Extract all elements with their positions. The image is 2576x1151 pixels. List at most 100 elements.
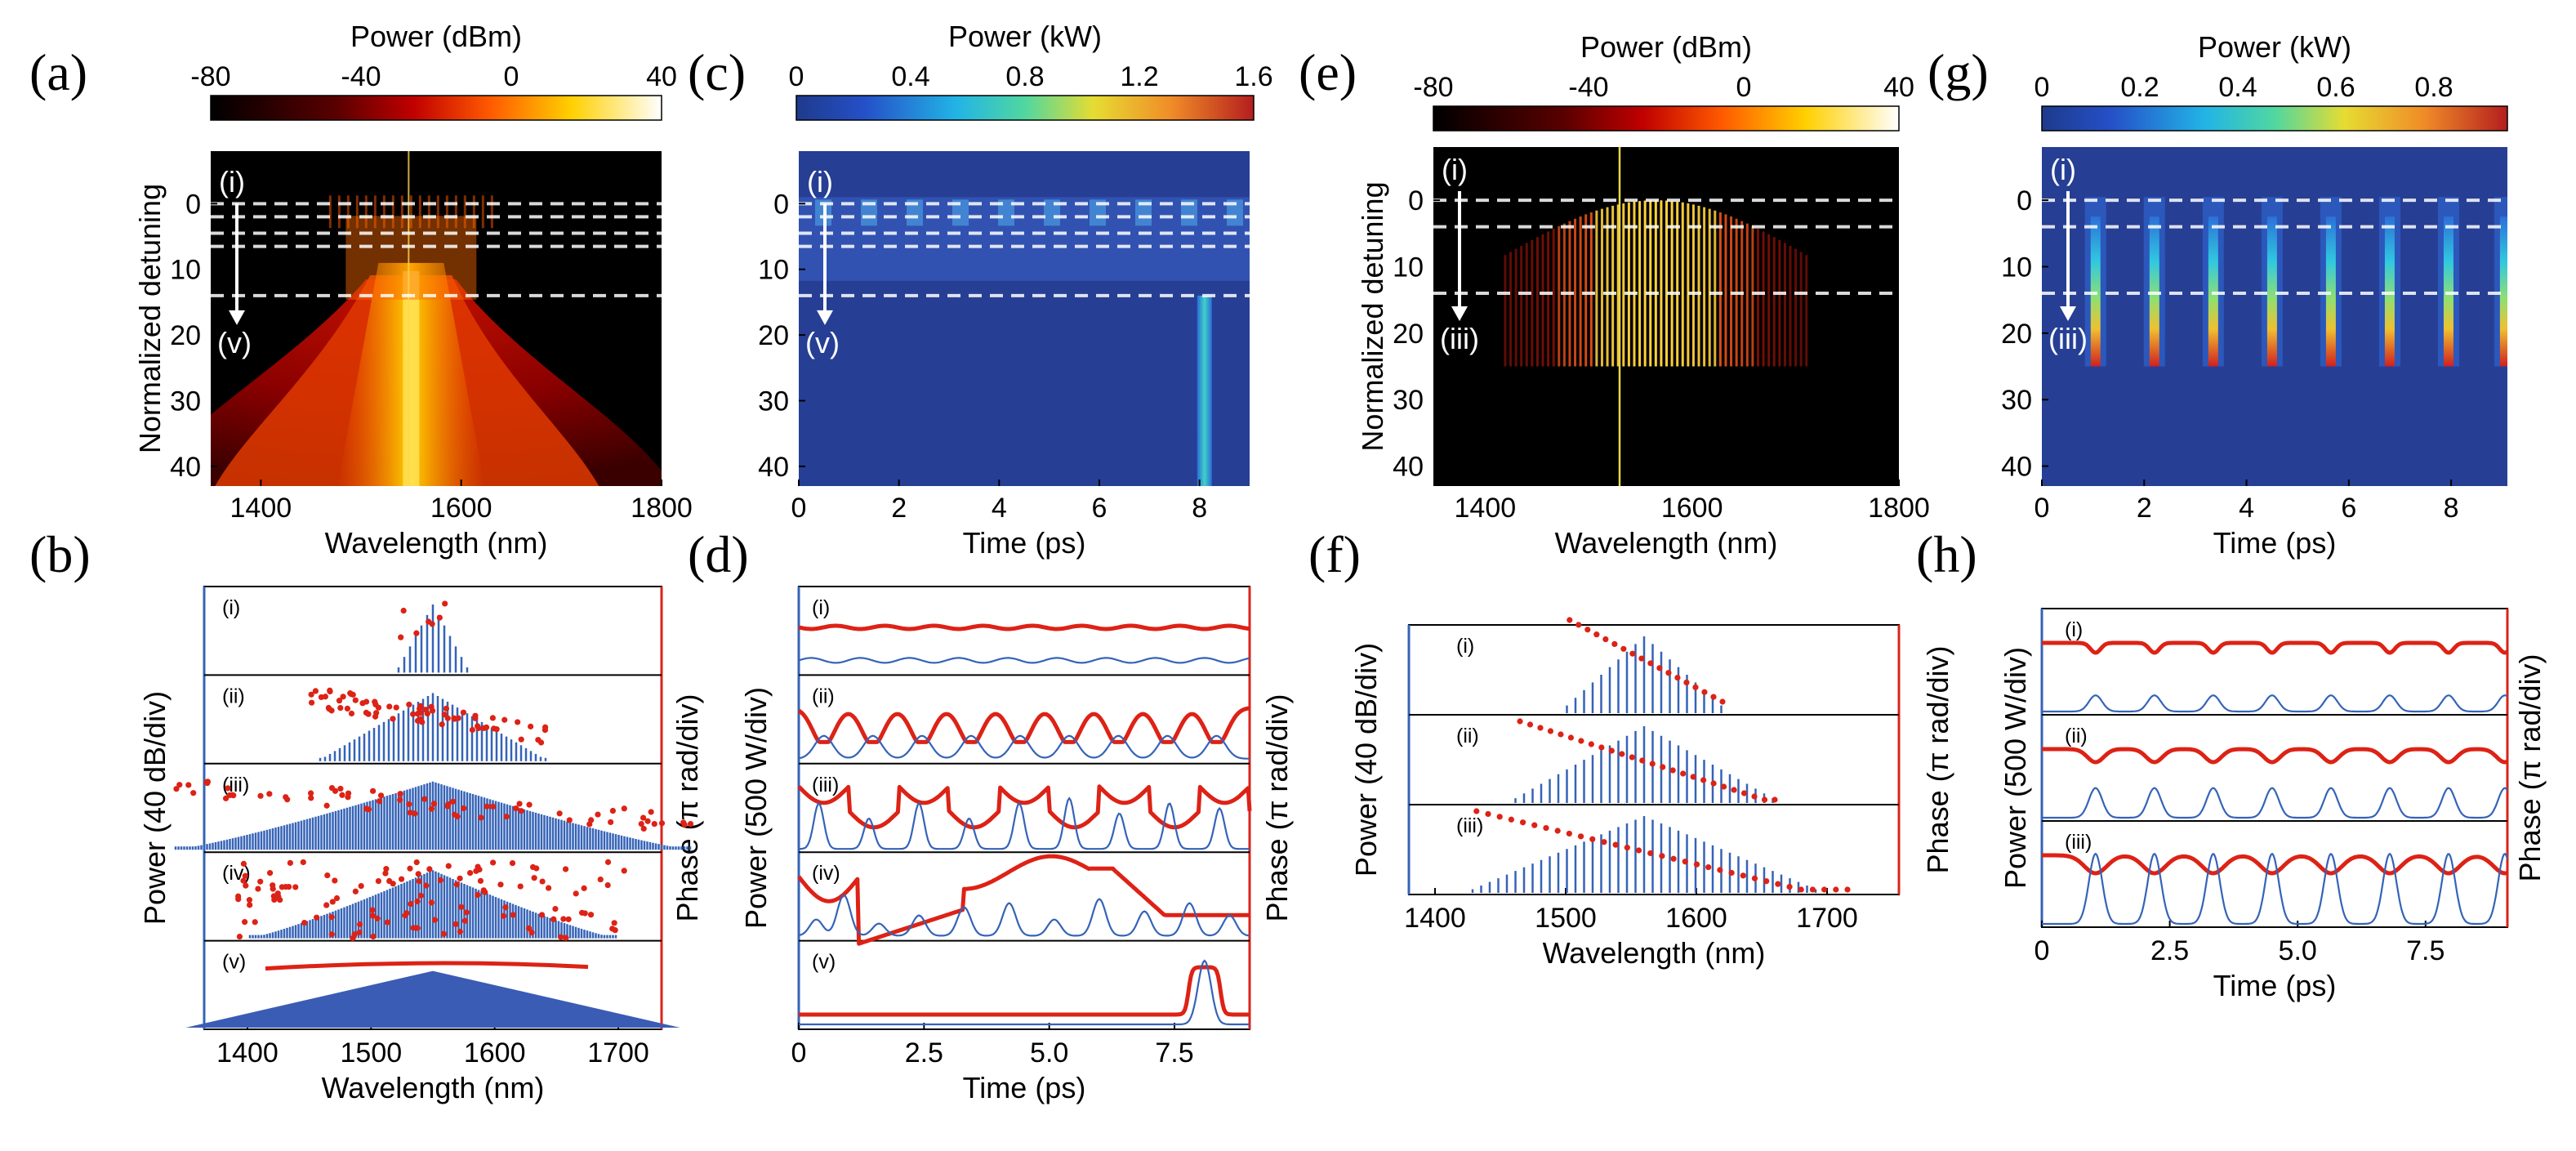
- phase-point-b: [324, 872, 331, 879]
- arrow-start-label-e: (i): [1442, 153, 1468, 186]
- phase-point-b: [398, 876, 405, 882]
- x-tick-label-d: 7.5: [1155, 1037, 1193, 1068]
- row-label-d: (i): [812, 596, 830, 619]
- x-tick-label-g: 4: [2239, 493, 2254, 524]
- colorbar-tick-e: -80: [1413, 72, 1453, 103]
- phase-point-f: [1547, 728, 1554, 734]
- phase-point-b: [458, 903, 465, 910]
- phase-point-b: [345, 790, 352, 796]
- phase-point-f: [1731, 787, 1737, 793]
- phase-point-b: [416, 878, 422, 885]
- phase-point-f: [1612, 841, 1619, 848]
- phase-point-f: [1659, 853, 1665, 859]
- x-tick-label-h: 0: [2035, 935, 2050, 966]
- phase-point-b: [363, 709, 370, 716]
- phase-point-b: [444, 803, 451, 810]
- x-tick-label-d: 5.0: [1030, 1037, 1068, 1068]
- colorbar-tick-a: -80: [190, 61, 230, 92]
- power-curve-d: [798, 796, 1250, 850]
- phase-point-b: [384, 919, 391, 926]
- y-tick-label-a: 30: [170, 386, 201, 417]
- row-label-d: (ii): [812, 685, 835, 707]
- phase-point-f: [1690, 774, 1696, 780]
- phase-point-f: [1705, 863, 1712, 871]
- phase-point-f: [1519, 819, 1526, 826]
- phase-point-b: [308, 691, 314, 698]
- phase-point-f: [1710, 694, 1717, 700]
- phase-point-b: [337, 785, 344, 792]
- phase-point-f: [1624, 844, 1630, 851]
- arrow-end-label-a: (v): [217, 326, 252, 359]
- phase-point-f: [1620, 645, 1627, 652]
- phase-point-b: [491, 725, 497, 732]
- phase-point-b: [621, 868, 627, 874]
- y-tick-label-c: 10: [758, 255, 789, 286]
- phase-point-b: [640, 814, 647, 821]
- phase-point-f: [1772, 796, 1778, 803]
- row-label-h: (i): [2065, 618, 2083, 641]
- arrow-end-label-e: (iii): [1440, 322, 1479, 355]
- phase-point-f: [1566, 830, 1572, 837]
- phase-point-b: [612, 927, 618, 934]
- phase-point-b: [681, 821, 688, 828]
- row-label-d: (iii): [812, 774, 839, 796]
- colorbar-tick-e: -40: [1568, 72, 1608, 103]
- phase-point-f: [1728, 869, 1735, 877]
- y-tick-label-g: 30: [2001, 385, 2032, 416]
- phase-point-f: [1719, 698, 1726, 705]
- y-tick-label-c: 40: [758, 452, 789, 483]
- phase-point-b: [352, 697, 359, 703]
- phase-point-b: [503, 814, 510, 820]
- phase-point-f: [1588, 741, 1594, 747]
- phase-point-b: [266, 870, 274, 877]
- phase-point-b: [463, 909, 470, 916]
- heatmap-pulse-c: [1227, 199, 1243, 226]
- phase-point-b: [390, 716, 396, 722]
- x-tick-label-e: 1600: [1661, 493, 1723, 524]
- phase-curve-h: [2040, 747, 2509, 765]
- panel-label-a: (a): [29, 43, 87, 101]
- colorbar-a: [210, 95, 662, 121]
- phase-point-b: [461, 917, 469, 924]
- phase-point-b: [369, 912, 376, 919]
- colorbar-tick-a: 0: [504, 61, 519, 92]
- y-tick-label-g: 20: [2001, 319, 2032, 350]
- phase-point-f: [1660, 764, 1666, 770]
- phase-point-b: [560, 916, 567, 922]
- phase-point-b: [518, 808, 524, 814]
- phase-point-f: [1798, 886, 1804, 893]
- phase-point-b: [595, 811, 601, 818]
- panel-label-c: (c): [688, 43, 746, 101]
- y-tick-label-a: 40: [170, 452, 201, 483]
- phase-point-f: [1567, 734, 1574, 741]
- plot-frame-f: [1408, 624, 1900, 895]
- colorbar-title-e: Power (dBm): [1580, 30, 1752, 64]
- heatmap-pulse-c: [1090, 199, 1106, 226]
- phase-point-f: [1602, 636, 1609, 643]
- phase-point-b: [531, 875, 537, 881]
- power-curve-h: [2042, 694, 2508, 713]
- phase-point-b: [638, 820, 644, 828]
- phase-point-f: [1635, 847, 1642, 854]
- phase-point-b: [308, 795, 314, 801]
- y-axis-label-left-b: Power (40 dB/div): [138, 691, 172, 925]
- phase-point-b: [417, 703, 424, 709]
- phase-point-b: [383, 866, 390, 872]
- phase-point-b: [372, 713, 379, 720]
- phase-point-f: [1537, 725, 1544, 731]
- phase-point-b: [640, 825, 647, 832]
- colorbar-tick-g: 0.6: [2316, 72, 2355, 103]
- panel-label-d: (d): [688, 525, 749, 583]
- x-tick-label-f: 1500: [1535, 903, 1597, 934]
- phase-point-b: [457, 875, 463, 881]
- phase-point-b: [370, 787, 377, 794]
- phase-point-b: [558, 934, 564, 940]
- phase-point-b: [287, 859, 293, 866]
- phase-point-f: [1598, 744, 1605, 751]
- phase-point-f: [1775, 881, 1781, 887]
- phase-point-b: [604, 881, 611, 889]
- phase-point-b: [397, 791, 403, 797]
- phase-point-b: [410, 711, 417, 717]
- phase-point-b: [417, 716, 424, 723]
- phase-point-b: [241, 919, 248, 926]
